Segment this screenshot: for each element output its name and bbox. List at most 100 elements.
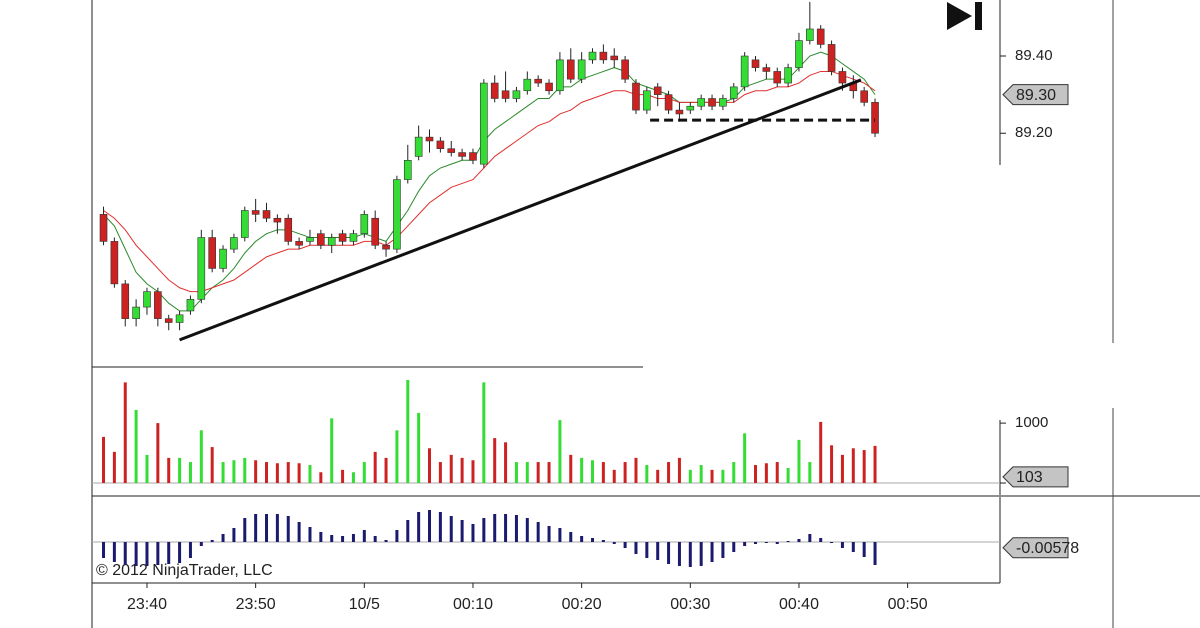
candle-body: [512, 90, 521, 99]
bar: [449, 454, 453, 484]
bar: [254, 460, 258, 484]
bar: [297, 522, 301, 542]
bar: [243, 518, 247, 542]
bar: [460, 457, 464, 484]
candle-body: [773, 71, 782, 84]
candle-body: [458, 152, 466, 157]
candle-body: [219, 248, 227, 269]
candle-body: [284, 217, 293, 242]
bar: [612, 542, 616, 544]
bar: [482, 382, 486, 484]
bar: [601, 540, 605, 542]
bar: [178, 542, 182, 563]
bar: [243, 457, 247, 484]
bar: [210, 447, 214, 484]
x-tick-label: 23:40: [127, 596, 167, 613]
bar: [699, 542, 703, 566]
bar: [471, 524, 475, 542]
bar: [308, 465, 312, 484]
bar: [873, 542, 877, 565]
play-end-icon[interactable]: [947, 2, 982, 30]
bar: [373, 536, 377, 542]
bar: [188, 542, 192, 558]
bar: [460, 520, 464, 542]
bar: [536, 522, 540, 542]
bar: [775, 462, 779, 484]
y-tick-label: 1000: [1015, 414, 1048, 431]
candle-body: [762, 67, 771, 72]
bar: [677, 457, 681, 484]
bar: [536, 462, 540, 484]
bar: [743, 542, 747, 546]
candle-body: [621, 59, 629, 80]
candle-body: [729, 86, 738, 99]
candle-body: [686, 105, 695, 111]
x-tick-label: 00:30: [670, 596, 710, 613]
bar: [493, 438, 497, 484]
candle-body: [816, 28, 825, 45]
bar: [286, 516, 290, 542]
candle-body: [719, 98, 727, 107]
bar: [612, 469, 616, 484]
candle-body: [697, 98, 705, 107]
bar: [210, 540, 214, 542]
candle-body: [556, 59, 564, 92]
bar: [167, 457, 171, 484]
candle-body: [132, 306, 140, 319]
x-tick-label: 00:40: [779, 596, 819, 613]
candle-body: [577, 59, 586, 80]
bar: [123, 542, 127, 565]
candle-body: [382, 244, 390, 250]
bar: [275, 463, 279, 484]
current-value-tag: [1002, 466, 1069, 488]
candle-body: [164, 318, 173, 323]
bar: [754, 465, 758, 484]
bar: [591, 538, 595, 542]
candle-body: [99, 214, 108, 242]
bar: [417, 412, 421, 484]
bar: [851, 448, 855, 484]
candle-body: [295, 241, 303, 246]
bar: [743, 433, 747, 484]
bar: [428, 510, 432, 542]
bar: [656, 469, 660, 484]
candle-body: [317, 233, 325, 246]
bar: [580, 536, 584, 542]
bar: [406, 520, 410, 542]
current-value-label: -0.00578: [1016, 540, 1079, 557]
bar: [634, 542, 638, 554]
bar: [221, 462, 225, 484]
bar: [623, 462, 627, 484]
bar: [558, 528, 562, 542]
bar: [482, 518, 486, 542]
bar: [275, 514, 279, 542]
bar: [123, 382, 127, 484]
bar: [862, 542, 866, 557]
drawn-line: [179, 78, 862, 342]
bar: [438, 512, 442, 542]
candle-body: [186, 299, 195, 312]
bar: [319, 532, 323, 542]
bar: [830, 542, 834, 543]
x-tick-label: 10/5: [349, 596, 380, 613]
bar: [732, 462, 736, 484]
candle-body: [110, 241, 119, 285]
bar: [851, 542, 855, 552]
bar: [167, 542, 171, 564]
candle-body: [414, 136, 423, 157]
bar: [580, 457, 584, 484]
bar: [677, 542, 681, 566]
bar: [797, 439, 801, 484]
bar: [428, 448, 432, 484]
bar: [319, 472, 323, 484]
candle-body: [490, 82, 499, 99]
candle-body: [371, 217, 379, 246]
y-tick-label: 89.20: [1015, 124, 1053, 141]
candle-body: [588, 51, 597, 61]
bar: [330, 535, 334, 542]
bar: [395, 530, 399, 542]
bar: [764, 463, 768, 484]
bar: [504, 442, 508, 484]
candle-body: [306, 237, 314, 242]
